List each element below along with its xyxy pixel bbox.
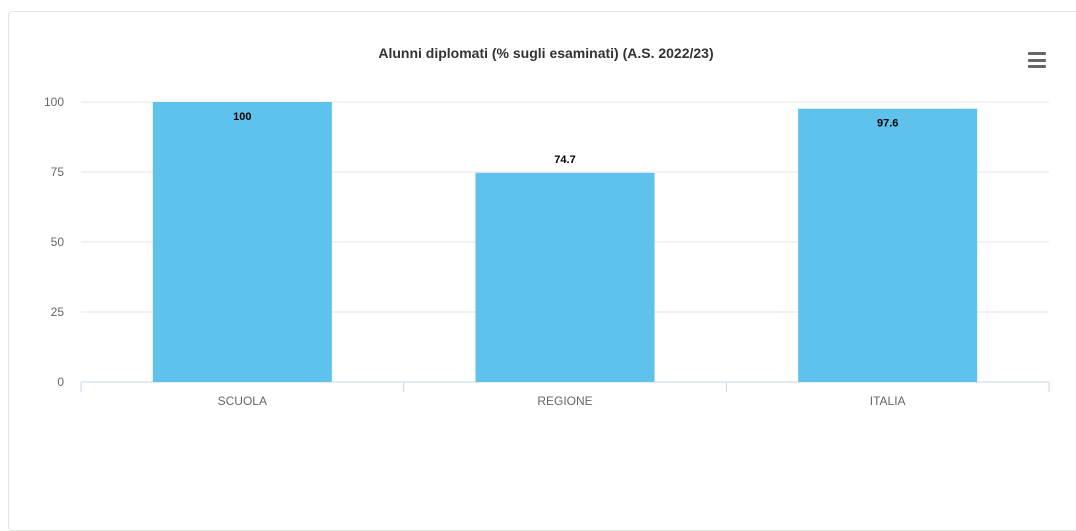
chart-title: Alunni diplomati (% sugli esaminati) (A.… <box>378 45 714 61</box>
x-tick-label: REGIONE <box>537 394 592 408</box>
y-tick-label: 75 <box>51 165 65 179</box>
bar[interactable] <box>475 172 655 382</box>
y-tick-label: 50 <box>51 235 65 249</box>
hamburger-menu-icon[interactable] <box>1026 50 1048 70</box>
y-tick-label: 100 <box>44 95 64 109</box>
menu-line <box>1028 52 1046 55</box>
menu-line <box>1028 65 1046 68</box>
data-label: 100 <box>233 111 251 123</box>
menu-line <box>1028 58 1046 62</box>
bar[interactable] <box>798 108 978 382</box>
y-tick-label: 25 <box>51 305 65 319</box>
x-tick-label: ITALIA <box>870 394 906 408</box>
bar-chart: 0 25 50 75 100 100 SCUOLA 74.7 REGIONE 97.6 ITALIA <box>44 95 1050 408</box>
y-tick-label: 0 <box>57 375 64 389</box>
data-label: 97.6 <box>877 118 898 130</box>
bar[interactable] <box>152 102 332 382</box>
data-label: 74.7 <box>554 154 575 166</box>
x-tick-label: SCUOLA <box>218 394 267 408</box>
